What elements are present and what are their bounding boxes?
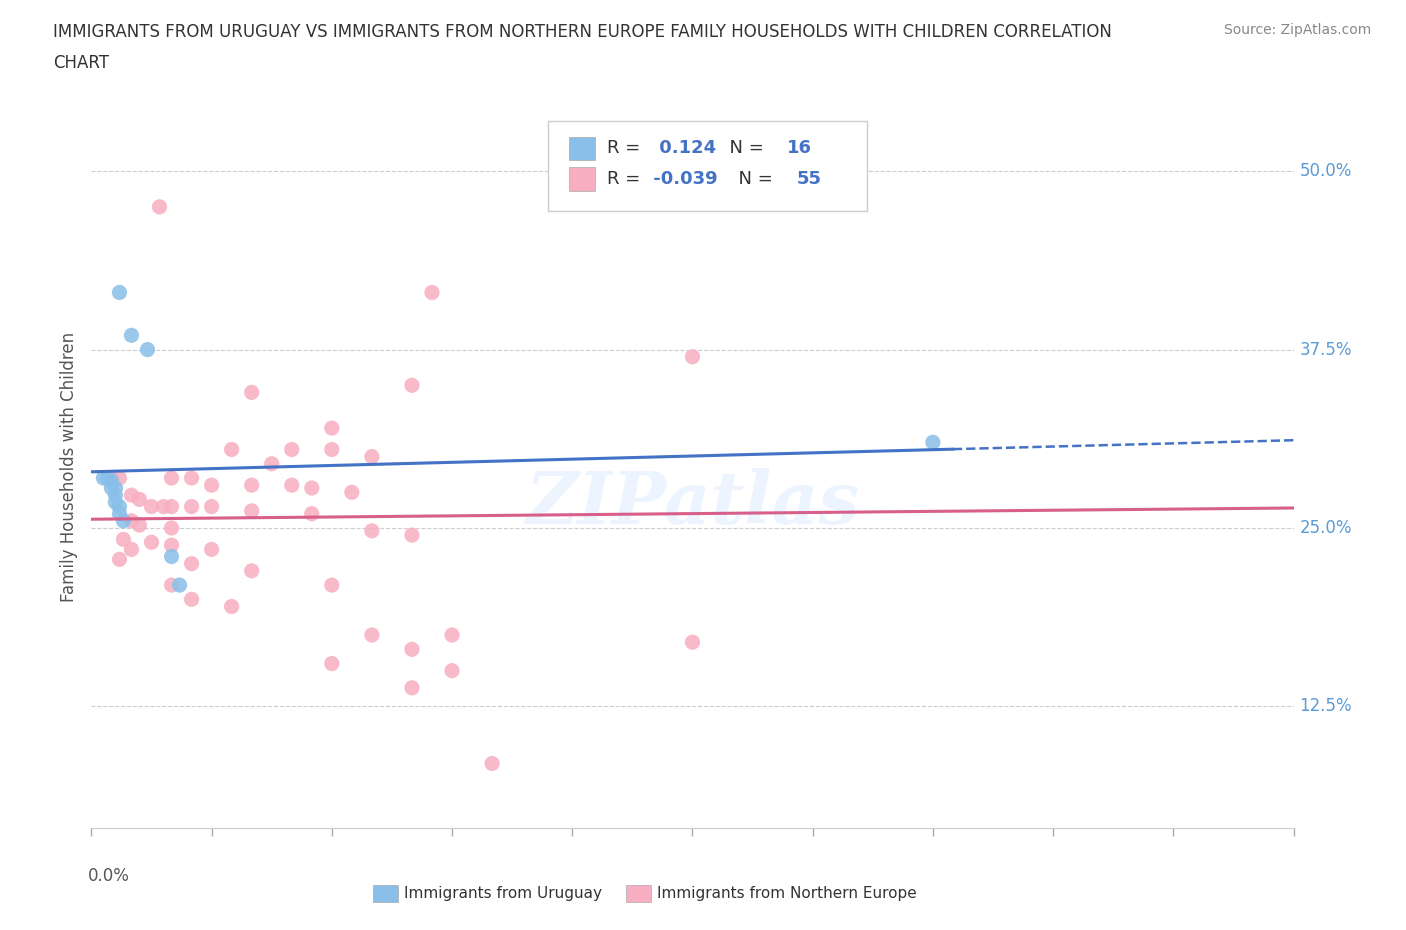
Point: [240, 385, 263, 400]
Point: [281, 478, 304, 493]
Point: [360, 449, 382, 464]
Point: [360, 524, 382, 538]
Point: [104, 481, 127, 496]
Point: [128, 492, 150, 507]
Point: [108, 499, 131, 514]
Point: [221, 599, 243, 614]
Point: [681, 350, 703, 365]
Point: [922, 435, 945, 450]
Point: [401, 681, 423, 696]
Text: ZIPatlas: ZIPatlas: [526, 468, 859, 538]
Point: [440, 663, 463, 678]
Point: [100, 481, 122, 496]
Text: 37.5%: 37.5%: [1299, 340, 1353, 359]
Point: [100, 471, 122, 485]
Point: [221, 442, 243, 457]
Point: [401, 642, 423, 657]
Point: [401, 527, 423, 542]
Text: 50.0%: 50.0%: [1299, 162, 1353, 180]
Point: [160, 538, 183, 552]
Point: [160, 578, 183, 592]
Point: [141, 535, 163, 550]
Point: [240, 503, 263, 518]
Point: [180, 471, 202, 485]
Point: [160, 499, 183, 514]
Point: [121, 513, 143, 528]
Point: [321, 578, 343, 592]
Point: [169, 578, 191, 592]
Y-axis label: Family Households with Children: Family Households with Children: [59, 332, 77, 603]
Point: [360, 628, 382, 643]
Text: Immigrants from Uruguay: Immigrants from Uruguay: [404, 886, 602, 901]
FancyBboxPatch shape: [548, 122, 866, 211]
Point: [108, 471, 131, 485]
Point: [321, 420, 343, 435]
Point: [301, 481, 323, 496]
Point: [240, 478, 263, 493]
Point: [121, 487, 143, 502]
Point: [112, 513, 135, 528]
Point: [112, 532, 135, 547]
Point: [201, 499, 224, 514]
Point: [93, 471, 115, 485]
Point: [141, 499, 163, 514]
Text: Immigrants from Northern Europe: Immigrants from Northern Europe: [657, 886, 917, 901]
Point: [420, 286, 443, 300]
Point: [108, 506, 131, 521]
Text: 12.5%: 12.5%: [1299, 698, 1353, 715]
Point: [108, 551, 131, 566]
Point: [201, 478, 224, 493]
Point: [301, 506, 323, 521]
Point: [180, 556, 202, 571]
Point: [160, 549, 183, 564]
Point: [180, 591, 202, 606]
Point: [152, 499, 174, 514]
Point: [148, 199, 170, 214]
Point: [128, 518, 150, 533]
Text: N =: N =: [717, 139, 769, 157]
Point: [104, 487, 127, 502]
Point: [321, 442, 343, 457]
FancyBboxPatch shape: [568, 167, 595, 191]
Point: [160, 471, 183, 485]
Point: [240, 564, 263, 578]
Text: 0.0%: 0.0%: [87, 868, 129, 885]
Text: -0.039: -0.039: [647, 170, 717, 188]
FancyBboxPatch shape: [568, 137, 595, 160]
Point: [481, 756, 503, 771]
Point: [281, 442, 304, 457]
Text: Source: ZipAtlas.com: Source: ZipAtlas.com: [1223, 23, 1371, 37]
Point: [201, 542, 224, 557]
Point: [96, 471, 118, 485]
Text: 25.0%: 25.0%: [1299, 519, 1353, 537]
Point: [401, 378, 423, 392]
Text: R =: R =: [607, 170, 640, 188]
Point: [104, 495, 127, 510]
Text: CHART: CHART: [53, 54, 110, 72]
Point: [121, 328, 143, 343]
Point: [121, 542, 143, 557]
Text: N =: N =: [727, 170, 779, 188]
Point: [321, 657, 343, 671]
Point: [108, 286, 131, 300]
Point: [681, 634, 703, 649]
Point: [180, 499, 202, 514]
Text: 0.124: 0.124: [652, 139, 716, 157]
Point: [440, 628, 463, 643]
Text: IMMIGRANTS FROM URUGUAY VS IMMIGRANTS FROM NORTHERN EUROPE FAMILY HOUSEHOLDS WIT: IMMIGRANTS FROM URUGUAY VS IMMIGRANTS FR…: [53, 23, 1112, 41]
Text: 55: 55: [797, 170, 823, 188]
Text: R =: R =: [607, 139, 640, 157]
Point: [340, 485, 363, 499]
Point: [100, 473, 122, 488]
Point: [160, 521, 183, 536]
Text: 16: 16: [787, 139, 813, 157]
Point: [136, 342, 159, 357]
Point: [260, 457, 283, 472]
